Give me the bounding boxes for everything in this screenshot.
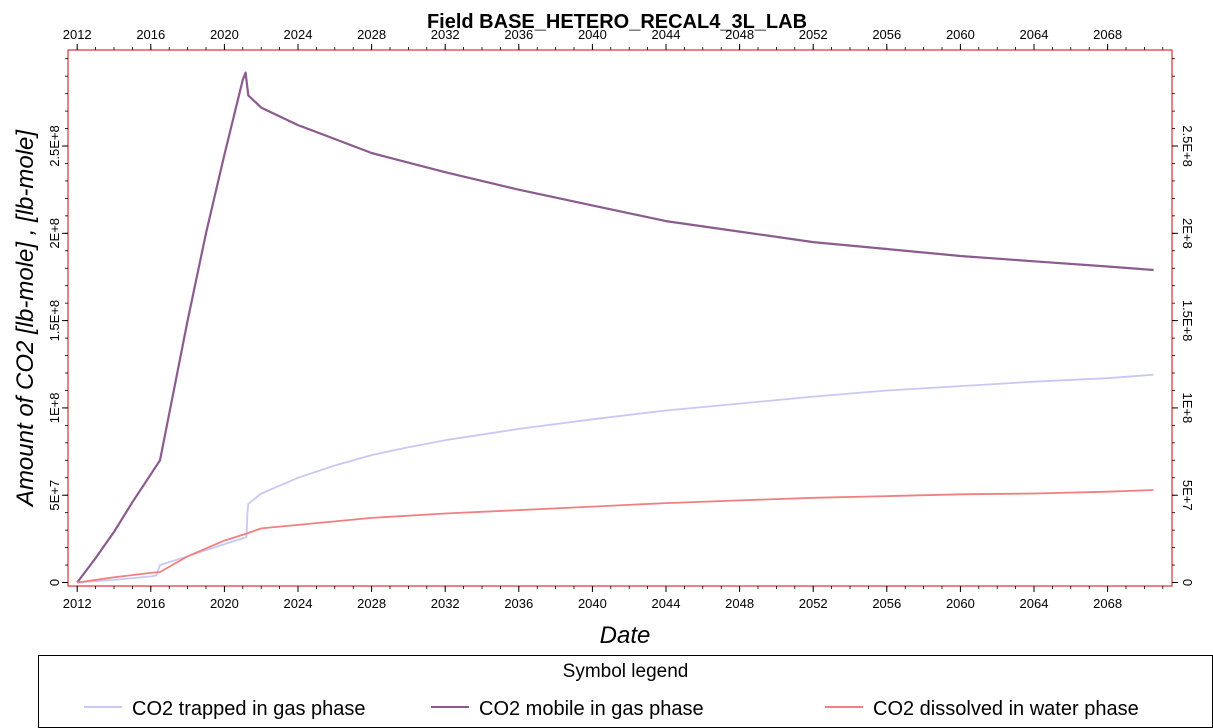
x-tick-label: 2052 — [799, 27, 828, 42]
y-axis-left: 0 5E+7 1E+8 1.5E+8 2E+8 2.5E+8 — [47, 58, 68, 586]
x-tick-label: 2036 — [504, 596, 533, 611]
x-tick-label: 2040 — [578, 27, 607, 42]
x-tick-label: 2064 — [1020, 596, 1049, 611]
x-tick-label: 2020 — [210, 596, 239, 611]
y-tick-label: 2E+8 — [1180, 218, 1195, 249]
y-tick-label: 0 — [1180, 579, 1195, 586]
x-tick-label: 2012 — [63, 27, 92, 42]
x-tick-label: 2040 — [578, 596, 607, 611]
legend-title: Symbol legend — [562, 661, 689, 682]
x-tick-label: 2036 — [504, 27, 533, 42]
chart-svg: Field BASE_HETERO_RECAL4_3L_LAB 2012 2016… — [12, 11, 1195, 649]
x-tick-label: 2024 — [284, 596, 313, 611]
legend-swatch — [825, 705, 863, 708]
legend-item: CO2 mobile in gas phase — [431, 698, 704, 724]
y-tick-label: 1.5E+8 — [47, 300, 62, 342]
y-tick-label: 2.5E+8 — [1180, 125, 1195, 167]
x-axis-top: 2012 2016 2020 2024 2028 2032 2036 2040 2044 2048… — [63, 27, 1164, 50]
y-tick-label: 2E+8 — [47, 218, 62, 249]
series-line — [76, 71, 1154, 584]
series-layer — [76, 71, 1154, 584]
legend: Symbol legend CO2 trapped in gas phase C… — [38, 655, 1213, 728]
x-tick-label: 2068 — [1093, 596, 1122, 611]
x-tick-label: 2044 — [652, 27, 681, 42]
x-tick-label: 2052 — [799, 596, 828, 611]
x-tick-label: 2048 — [725, 27, 754, 42]
x-tick-label: 2048 — [725, 596, 754, 611]
x-tick-label: 2028 — [357, 596, 386, 611]
x-tick-label: 2032 — [431, 27, 460, 42]
x-tick-label: 2024 — [284, 27, 313, 42]
y-axis-right: 0 5E+7 1E+8 1.5E+8 2E+8 2.5E+8 — [1172, 58, 1195, 586]
series-line — [77, 373, 1154, 584]
x-tick-label: 2028 — [357, 27, 386, 42]
x-tick-label: 2056 — [872, 596, 901, 611]
series-line — [77, 489, 1154, 584]
legend-label: CO2 dissolved in water phase — [873, 698, 1139, 720]
legend-swatch — [84, 705, 122, 708]
x-tick-label: 2060 — [946, 596, 975, 611]
x-tick-label: 2012 — [63, 596, 92, 611]
legend-label: CO2 trapped in gas phase — [132, 698, 366, 720]
y-axis-title: Amount of CO2 [lb-mole] , [lb-mole] — [12, 129, 39, 508]
x-axis-bottom: 2012 2016 2020 2024 2028 2032 2036 2040 2044 2048… — [63, 586, 1164, 611]
y-tick-label: 1.5E+8 — [1180, 300, 1195, 342]
y-tick-label: 5E+7 — [47, 480, 62, 511]
legend-swatch — [431, 705, 469, 708]
y-tick-label: 0 — [47, 579, 62, 586]
x-tick-label: 2060 — [946, 27, 975, 42]
y-tick-label: 1E+8 — [47, 393, 62, 424]
chart-title: Field BASE_HETERO_RECAL4_3L_LAB — [427, 11, 807, 33]
x-tick-label: 2032 — [431, 596, 460, 611]
x-axis-title: Date — [600, 622, 651, 649]
x-tick-label: 2016 — [136, 27, 165, 42]
legend-label: CO2 mobile in gas phase — [479, 698, 704, 720]
y-tick-label: 2.5E+8 — [47, 125, 62, 167]
y-tick-label: 5E+7 — [1180, 480, 1195, 511]
x-tick-label: 2020 — [210, 27, 239, 42]
plot-frame — [67, 49, 1173, 587]
legend-item: CO2 trapped in gas phase — [84, 698, 366, 724]
x-tick-label: 2016 — [136, 596, 165, 611]
x-tick-label: 2056 — [872, 27, 901, 42]
y-tick-label: 1E+8 — [1180, 393, 1195, 424]
x-tick-label: 2044 — [652, 596, 681, 611]
x-tick-label: 2068 — [1093, 27, 1122, 42]
x-tick-label: 2064 — [1020, 27, 1049, 42]
legend-item: CO2 dissolved in water phase — [825, 698, 1139, 724]
